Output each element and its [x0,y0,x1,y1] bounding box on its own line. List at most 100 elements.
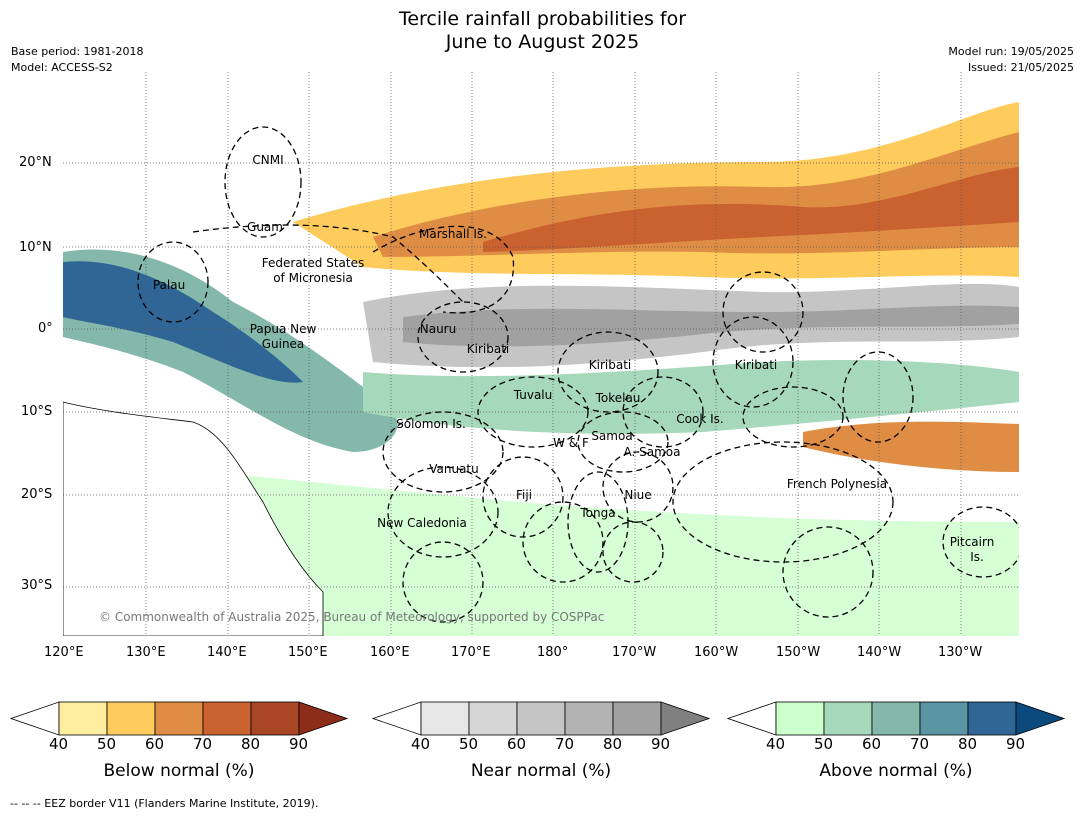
lat-tick-10n: 10°N [19,240,52,255]
colorbar-3-bin-1 [775,701,825,736]
colorbar-3-tick-90: 90 [1006,735,1026,753]
colorbar-3-tick-70: 70 [910,735,930,753]
label-kiribati-central: Kiribati [589,358,631,372]
above-normal-south [363,360,1019,434]
label-new-caledonia: New Caledonia [377,516,467,530]
lon-tick-170e: 170°E [451,645,491,660]
issued-label: Issued: 21/05/2025 [967,61,1074,74]
lon-tick-130e: 130°E [126,645,166,660]
colorbar-2-tick-80: 80 [603,735,623,753]
lon-tick-150w: 150°W [776,645,821,660]
label-png-line2: Guinea [262,337,305,351]
colorbar-2-tick-40: 40 [411,735,431,753]
label-fsm-line1: Federated States [262,256,364,270]
title-line-2: June to August 2025 [445,31,640,53]
colorbar-1-bin-2 [106,701,156,736]
lat-tick-10s: 10°S [21,404,53,419]
colorbar-1-bin-1 [58,701,108,736]
copyright-notice: © Commonwealth of Australia 2025, Bureau… [99,610,604,624]
colorbar-2-bin-4 [564,701,614,736]
label-marshall-is: Marshall Is. [419,227,487,241]
colorbar-2-tick-90: 90 [651,735,671,753]
colorbar-3-low-extend [727,701,777,736]
model-label: Model: ACCESS-S2 [11,61,113,74]
map-title: Tercile rainfall probabilities for June … [0,8,1085,54]
colorbar-1-tick-90: 90 [289,735,309,753]
lon-tick-120e: 120°E [44,645,84,660]
label-samoa: Samoa [591,429,632,443]
lon-tick-140w: 140°W [857,645,902,660]
colorbar-2-tick-60: 60 [507,735,527,753]
colorbar-1-tick-80: 80 [241,735,261,753]
colorbar-1 [10,701,348,736]
colorbar-3-high-extend [1015,701,1065,736]
australia-coastline [63,401,324,636]
lon-tick-140e: 140°E [207,645,247,660]
near-normal-core [403,305,1019,347]
label-fiji: Fiji [516,488,532,502]
colorbar-1-tick-60: 60 [145,735,165,753]
colorbar-1-low-extend [10,701,60,736]
lon-tick-130w: 130°W [938,645,983,660]
below-normal-southeast [803,421,1019,472]
label-fsm-line2: of Micronesia [273,271,353,285]
colorbar-2-bin-2 [468,701,518,736]
colorbar-2-low-extend [372,701,422,736]
colorbar-1-tick-40: 40 [49,735,69,753]
colorbar-1-bin-4 [202,701,252,736]
colorbar-2-bin-5 [612,701,662,736]
label-pitcairn-line2: Is. [970,550,984,564]
label-palau: Palau [153,278,185,292]
colorbar-3-tick-40: 40 [766,735,786,753]
colorbar-2-bin-3 [516,701,566,736]
above-normal-west-core [63,261,303,383]
label-french-polynesia: French Polynesia [787,477,887,491]
colorbar-3-tick-60: 60 [862,735,882,753]
colorbar-3-tick-80: 80 [958,735,978,753]
colorbar-3-tick-50: 50 [814,735,834,753]
label-vanuatu: Vanuatu [429,462,479,476]
lat-tick-0: 0° [38,321,53,336]
label-cook-is: Cook Is. [676,412,723,426]
title-line-1: Tercile rainfall probabilities for [398,8,687,30]
label-pitcairn-line1: Pitcairn [950,535,995,549]
label-niue: Niue [624,488,651,502]
colorbar-2-tick-50: 50 [459,735,479,753]
lat-tick-20n: 20°N [19,155,52,170]
colorbar-3-bin-4 [919,701,969,736]
label-tonga: Tonga [579,506,615,520]
colorbar-3-bin-3 [871,701,921,736]
colorbar-1-title: Below normal (%) [103,761,255,781]
lon-tick-180: 180° [537,645,569,660]
colorbar-3-title: Above normal (%) [819,761,973,781]
label-nauru: Nauru [420,322,456,336]
graticule [63,72,1019,636]
label-wallis-futuna: W & F [553,436,589,450]
lat-tick-30s: 30°S [21,578,53,593]
colorbar-2-title: Near normal (%) [470,761,612,781]
label-solomon-is: Solomon Is. [396,417,466,431]
place-labels: CNMI Guam Marshall Is. Federated States … [153,153,994,564]
lon-tick-160e: 160°E [370,645,410,660]
label-guam: Guam [247,220,283,234]
map-panel[interactable]: CNMI Guam Marshall Is. Federated States … [63,72,1019,636]
lon-tick-170w: 170°W [612,645,657,660]
label-tuvalu: Tuvalu [513,388,553,402]
colorbar-3-bin-5 [967,701,1017,736]
colorbar-3 [727,701,1065,736]
eez-footnote: -- -- -- EEZ border V11 (Flanders Marine… [10,797,319,810]
label-american-samoa: A. Samoa [624,445,681,459]
colorbar-2 [372,701,710,736]
label-kiribati-west: Kiribati [467,342,509,356]
below-normal-band-core [483,167,1019,252]
colorbar-1-tick-70: 70 [193,735,213,753]
probability-map: CNMI Guam Marshall Is. Federated States … [63,72,1019,636]
colorbar-1-bin-5 [250,701,300,736]
lon-tick-160w: 160°W [694,645,739,660]
colorbar-2-high-extend [660,701,710,736]
lon-tick-150e: 150°E [288,645,328,660]
colorbar-2-bin-1 [420,701,470,736]
eez-borders [137,126,1019,623]
base-period-label: Base period: 1981-2018 [11,45,144,58]
model-run-label: Model run: 19/05/2025 [948,45,1074,58]
